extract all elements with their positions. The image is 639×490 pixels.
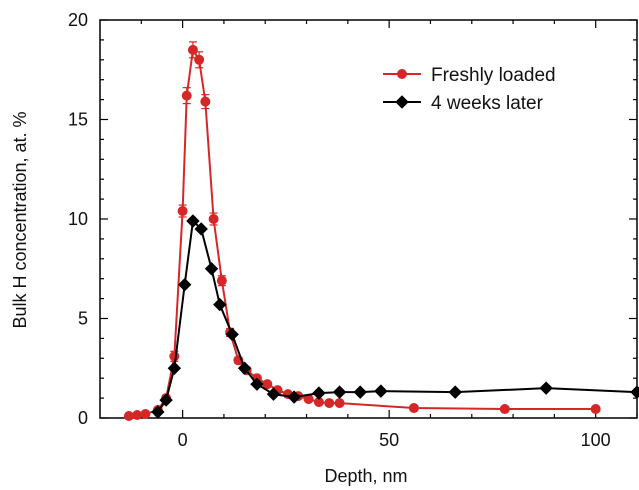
data-point (266, 387, 281, 401)
data-point (200, 96, 211, 107)
data-point (539, 381, 553, 395)
x-axis-title: Depth, nm (324, 466, 407, 486)
data-point (181, 90, 192, 101)
data-point (186, 214, 200, 228)
x-tick-label: 100 (581, 430, 611, 450)
legend-marker (397, 69, 407, 79)
legend: Freshly loaded 4 weeks later (383, 65, 556, 114)
data-point (167, 361, 182, 375)
y-tick-label: 0 (78, 408, 88, 428)
y-axis: 0 5 10 15 20 (68, 10, 637, 428)
plot-frame (99, 19, 638, 419)
legend-marker (395, 95, 409, 109)
data-point (287, 390, 301, 404)
data-point (213, 297, 227, 312)
data-point (237, 361, 252, 375)
data-point (630, 385, 639, 399)
series-line (128, 46, 596, 418)
data-point (334, 398, 345, 409)
data-point (132, 410, 143, 421)
data-point (177, 206, 188, 217)
y-tick-label: 10 (68, 209, 88, 229)
data-point (408, 403, 419, 414)
data-point (225, 327, 239, 342)
legend-label: 4 weeks later (431, 93, 544, 114)
data-point (448, 385, 462, 399)
data-point (353, 385, 367, 399)
y-tick-label: 15 (68, 110, 88, 130)
data-point (208, 214, 219, 224)
y-axis-title: Bulk H concentration, at. % (10, 111, 30, 328)
data-point (169, 351, 180, 362)
data-point (151, 405, 165, 419)
series-layer (123, 41, 639, 422)
data-point (187, 44, 198, 55)
data-point (590, 404, 601, 415)
data-point (374, 384, 388, 398)
data-point (123, 411, 134, 422)
data-point (262, 379, 273, 390)
data-point (312, 386, 326, 400)
data-point (204, 262, 219, 276)
data-point (194, 222, 208, 236)
x-tick-label: 50 (379, 430, 399, 450)
series-four-weeks-later (151, 214, 639, 419)
plot-border (99, 19, 638, 419)
data-point (250, 377, 264, 391)
y-tick-label: 20 (68, 10, 88, 30)
data-point (159, 393, 173, 407)
data-point (140, 409, 151, 420)
data-point (216, 275, 227, 286)
data-point (177, 277, 192, 292)
series-line (157, 218, 638, 413)
x-tick-label: 0 (178, 430, 188, 450)
data-point (332, 385, 347, 399)
data-point (499, 404, 510, 415)
data-point (324, 398, 335, 409)
y-tick-label: 5 (78, 309, 88, 329)
legend-label: Freshly loaded (431, 65, 556, 86)
data-point (194, 54, 205, 65)
